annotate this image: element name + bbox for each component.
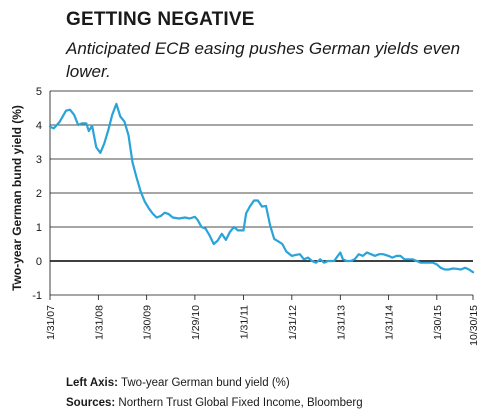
x-tick-label: 1/31/13: [335, 305, 347, 340]
sources-note: Sources: Northern Trust Global Fixed Inc…: [66, 393, 363, 413]
sources-note-text: Northern Trust Global Fixed Income, Bloo…: [118, 397, 363, 409]
left-axis-note-text: Two-year German bund yield (%): [120, 377, 290, 389]
y-tick-label: 2: [36, 188, 42, 200]
y-tick-label: -1: [32, 290, 42, 302]
x-tick-label: 1/31/08: [93, 305, 105, 340]
chart-title: GETTING NEGATIVE: [66, 9, 255, 30]
y-tick-label: 3: [36, 154, 42, 166]
series-line: [48, 102, 475, 274]
y-tick-label: 0: [36, 256, 42, 268]
x-tick-label: 1/30/15: [432, 305, 444, 340]
series-layer: [48, 102, 475, 274]
chart-notes: Left Axis: Two-year German bund yield (%…: [66, 373, 363, 413]
x-tick-label: 1/31/07: [45, 305, 57, 340]
left-axis-note-label: Left Axis:: [66, 377, 118, 389]
x-tick-label: 1/30/09: [142, 305, 154, 340]
left-axis-note: Left Axis: Two-year German bund yield (%…: [66, 373, 363, 393]
x-tick-label: 1/31/14: [384, 305, 396, 340]
x-tick-label: 10/30/15: [468, 305, 480, 346]
x-axis-ticks: 1/31/07 1/31/08 1/30/09 1/29/10 1/31/11 1/31/…: [45, 295, 480, 346]
chart-subtitle: Anticipated ECB easing pushes German yie…: [66, 39, 461, 81]
y-tick-label: 1: [36, 222, 42, 234]
gridlines: [49, 90, 473, 296]
y-axis-ticks: -1 0 1 2 3 4 5: [32, 86, 42, 302]
x-tick-label: 1/31/12: [287, 305, 299, 340]
x-tick-label: 1/31/11: [238, 305, 250, 339]
y-tick-label: 5: [36, 86, 42, 98]
y-tick-label: 4: [36, 120, 42, 132]
sources-note-label: Sources:: [66, 397, 116, 409]
x-tick-label: 1/29/10: [190, 305, 202, 340]
y-axis-label: Two-year German bund yield (%): [10, 105, 24, 291]
